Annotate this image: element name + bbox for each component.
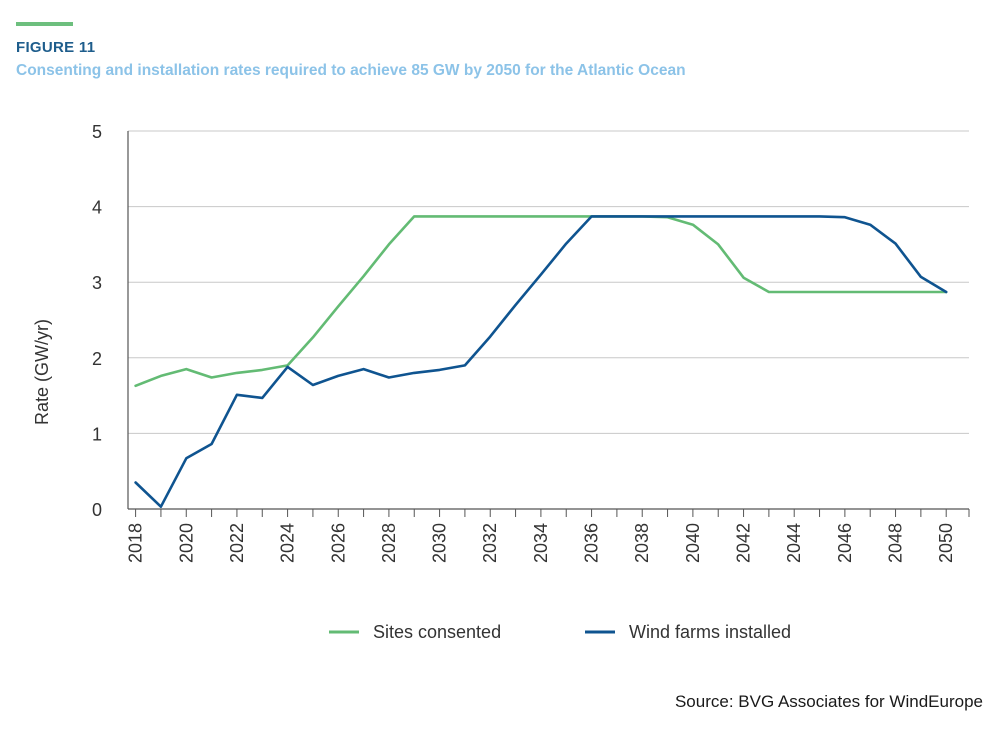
legend: Sites consented Wind farms installed: [329, 622, 791, 642]
x-tick-label: 2024: [278, 523, 298, 563]
y-tick-label: 1: [92, 424, 102, 444]
y-axis-label: Rate (GW/yr): [32, 319, 52, 425]
legend-label: Wind farms installed: [629, 622, 791, 642]
x-tick-label: 2048: [886, 523, 906, 563]
x-tick-label: 2032: [480, 523, 500, 563]
x-tick-label: 2028: [379, 523, 399, 563]
figure-title: Consenting and installation rates requir…: [16, 62, 686, 79]
x-axis: [135, 509, 970, 517]
x-tick-label: 2026: [328, 523, 348, 563]
y-tick-label: 3: [92, 273, 102, 293]
series-lines: [134, 215, 948, 509]
x-tick-labels: 2018 2020 2022 2024 2026 2028 2030 2032 2034 2036…: [126, 523, 957, 563]
x-tick-label: 2020: [176, 523, 196, 563]
y-tick-label: 0: [92, 500, 102, 520]
x-tick-label: 2022: [227, 523, 247, 563]
x-tick-label: 2040: [683, 523, 703, 563]
x-tick-label: 2038: [632, 523, 652, 563]
x-tick-label: 2030: [430, 523, 450, 563]
x-tick-label: 2042: [734, 523, 754, 563]
gridlines: [127, 130, 969, 510]
x-tick-label: 2044: [784, 523, 804, 563]
y-tick-label: 4: [92, 198, 102, 218]
accent-bar: [16, 22, 73, 26]
legend-label: Sites consented: [373, 622, 501, 642]
series-line-wind-farms-installed: [134, 215, 948, 509]
y-tick-label: 2: [92, 349, 102, 369]
x-tick-label: 2046: [835, 523, 855, 563]
x-tick-label: 2018: [126, 523, 146, 563]
source-note: Source: BVG Associates for WindEurope: [674, 692, 983, 711]
series-line-sites-consented: [134, 215, 948, 388]
y-tick-labels: 0 1 2 3 4 5: [92, 122, 102, 520]
figure-label: FIGURE 11: [16, 39, 96, 56]
y-tick-label: 5: [92, 122, 102, 142]
x-tick-label: 2036: [582, 523, 602, 563]
x-tick-label: 2034: [531, 523, 551, 563]
x-tick-label: 2050: [936, 523, 956, 563]
